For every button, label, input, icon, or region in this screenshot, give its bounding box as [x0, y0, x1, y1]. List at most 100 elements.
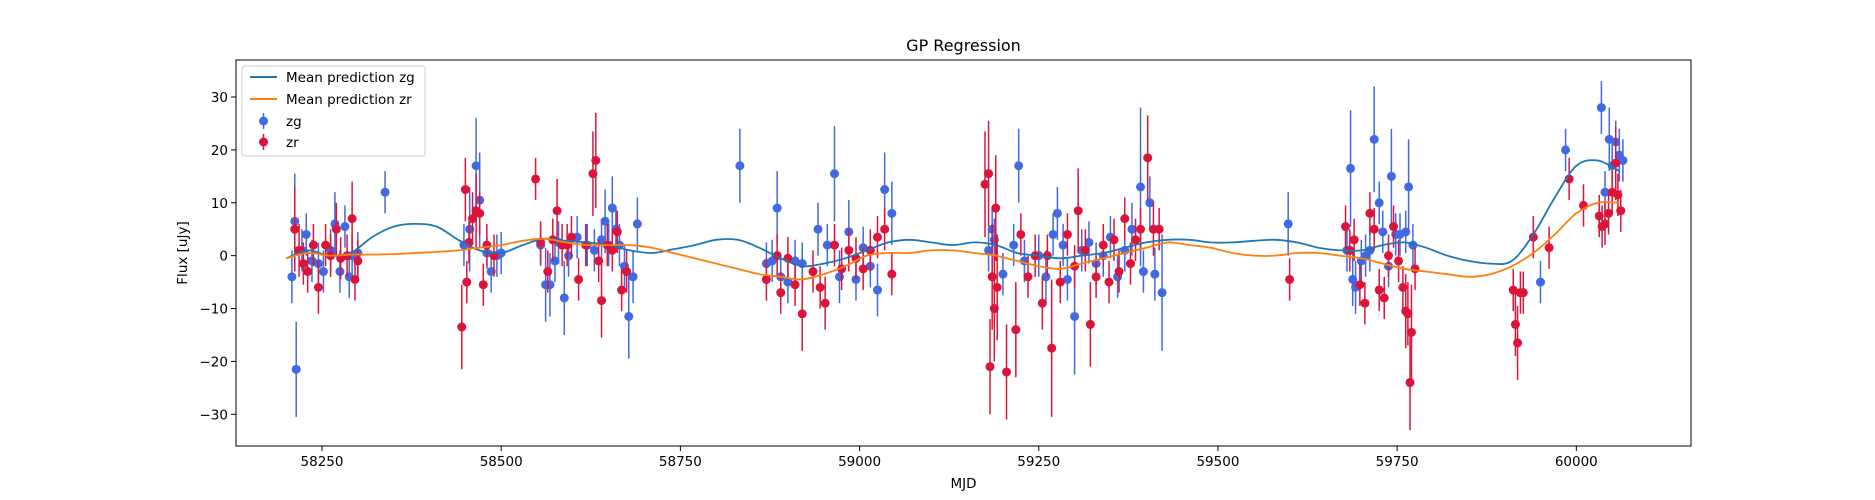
y-tick-label: −10	[200, 302, 229, 318]
y-tick-label: 30	[211, 90, 228, 106]
legend-swatch-zr-dot	[259, 137, 268, 147]
zg-point	[1561, 145, 1571, 155]
zg-point	[1157, 288, 1167, 298]
zg-point	[1618, 155, 1628, 165]
zr-point	[353, 256, 363, 266]
zg-point	[1404, 182, 1414, 192]
zr-point	[1613, 190, 1623, 200]
zr-point	[858, 264, 868, 274]
zr-point	[1360, 298, 1370, 308]
y-tick-label: 20	[211, 143, 228, 159]
zr-point	[1098, 240, 1108, 250]
zr-point	[1091, 272, 1101, 282]
zg-point	[1145, 198, 1155, 208]
zg-point	[1386, 171, 1396, 181]
zg-point	[1596, 103, 1606, 113]
zr-point	[1349, 235, 1359, 245]
zg-point	[1009, 240, 1019, 250]
zr-point	[1131, 235, 1141, 245]
zg-point	[301, 229, 311, 239]
zr-point	[594, 256, 604, 266]
x-tick-label: 59000	[838, 454, 881, 470]
zr-point	[1369, 224, 1379, 234]
y-tick-label: 10	[211, 196, 228, 212]
zg-point	[380, 187, 390, 197]
zr-point	[980, 179, 990, 189]
zg-point	[632, 219, 642, 229]
zr-point	[566, 232, 576, 242]
zr-point	[1611, 158, 1621, 168]
y-axis: −30 −20 −10 0 10 20 30	[200, 90, 236, 423]
zr-point	[552, 206, 562, 216]
zg-point	[1369, 134, 1379, 144]
y-tick-label: −20	[200, 354, 229, 370]
zr-point	[588, 169, 598, 179]
zr-point	[1604, 208, 1614, 218]
zg-point	[545, 280, 555, 290]
zg-point	[559, 293, 569, 303]
zg-point	[1014, 161, 1024, 171]
y-tick-label: 0	[219, 249, 228, 265]
zr-point	[808, 267, 818, 277]
zr-point	[1394, 256, 1404, 266]
zr-point	[1508, 285, 1518, 295]
zr-point	[991, 203, 1001, 213]
zg-point	[1150, 269, 1160, 279]
zr-point	[290, 224, 300, 234]
zr-point	[1513, 338, 1523, 348]
zg-point	[1084, 237, 1094, 247]
zr-point	[617, 285, 627, 295]
zr-point	[829, 240, 839, 250]
zr-point	[468, 214, 478, 224]
zr-point	[607, 245, 617, 255]
zg-point	[291, 364, 301, 374]
legend-label-zg-line: Mean prediction zg	[286, 70, 415, 86]
zr-point	[1384, 251, 1394, 261]
mean-prediction-zr-line	[285, 201, 1620, 281]
zr-point	[331, 224, 341, 234]
zg-point	[340, 222, 350, 232]
zr-point	[1365, 208, 1375, 218]
zg-point	[607, 203, 617, 213]
zr-point	[1406, 327, 1416, 337]
zg-point	[880, 185, 890, 195]
zr-point	[844, 245, 854, 255]
zr-point	[308, 240, 318, 250]
zg-point	[1348, 274, 1358, 284]
zr-point	[1002, 367, 1012, 377]
zg-point	[600, 216, 610, 226]
zg-point	[624, 311, 634, 321]
zr-point	[1037, 298, 1047, 308]
y-tick-label: −30	[200, 407, 229, 423]
zr-point	[1510, 319, 1520, 329]
x-axis: 58250 58500 58750 59000 59250 59500 59750 60000	[301, 446, 1598, 470]
zr-point	[872, 232, 882, 242]
zg-point	[813, 224, 823, 234]
zg-point	[1048, 229, 1058, 239]
legend: Mean prediction zg Mean prediction zr zg…	[241, 65, 426, 157]
zg-point	[1052, 208, 1062, 218]
chart-title: GP Regression	[906, 36, 1021, 55]
zg-point	[984, 245, 994, 255]
zr-point	[1104, 277, 1114, 287]
x-tick-label: 58750	[659, 454, 702, 470]
zg-point	[835, 272, 845, 282]
zg-point	[1070, 311, 1080, 321]
zr-point	[1341, 222, 1351, 232]
zr-point	[543, 267, 553, 277]
zr-point	[1410, 264, 1420, 274]
zr-point	[321, 240, 331, 250]
zr-point	[880, 224, 890, 234]
zg-point	[1062, 274, 1072, 284]
legend-label-zr-line: Mean prediction zr	[286, 92, 412, 108]
zr-point	[1085, 319, 1095, 329]
zr-point	[574, 274, 584, 284]
zr-point	[1285, 274, 1295, 284]
zr-point	[350, 274, 360, 284]
zr-point	[612, 227, 622, 237]
x-tick-label: 59250	[1017, 454, 1060, 470]
zr-point	[478, 280, 488, 290]
zg-point	[589, 245, 599, 255]
zg-point	[1041, 272, 1051, 282]
